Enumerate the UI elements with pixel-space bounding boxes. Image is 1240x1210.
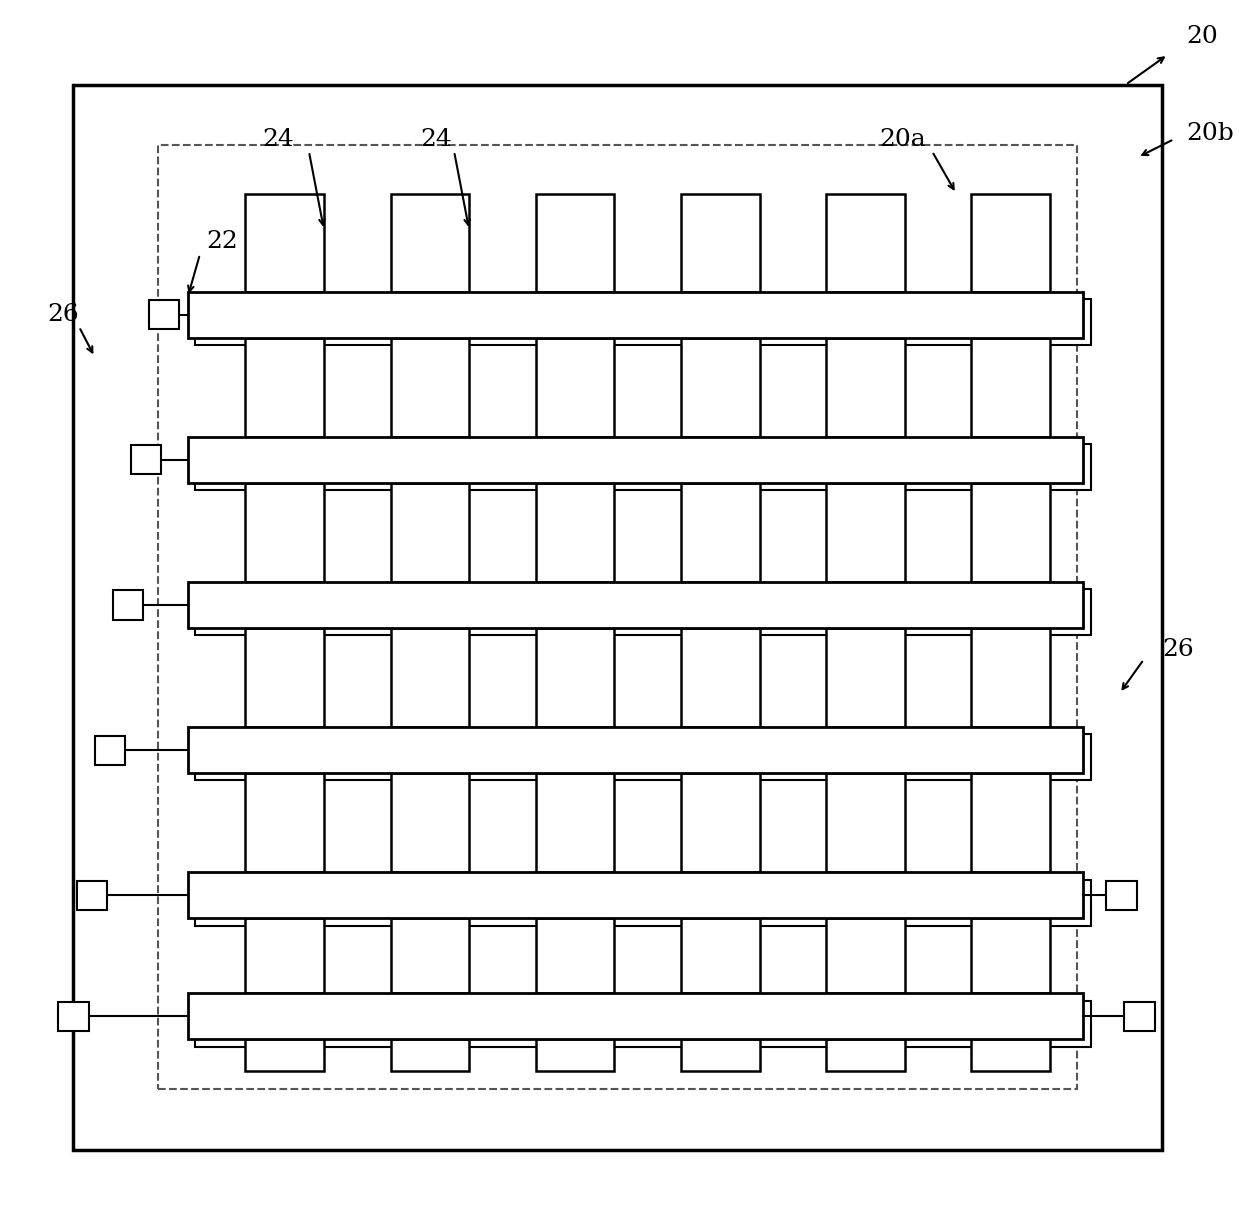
Text: 20a: 20a xyxy=(879,127,926,151)
Bar xyxy=(246,338,324,437)
Bar xyxy=(195,299,1090,345)
Bar xyxy=(826,338,905,437)
Text: 20b: 20b xyxy=(1187,121,1234,145)
Bar xyxy=(536,773,614,872)
Bar xyxy=(131,445,161,474)
Bar xyxy=(536,918,614,993)
Bar xyxy=(113,590,143,620)
Bar xyxy=(681,773,760,872)
Bar xyxy=(246,483,324,582)
Bar xyxy=(391,628,469,727)
Bar xyxy=(391,483,469,582)
Bar xyxy=(971,773,1050,872)
Bar xyxy=(971,483,1050,582)
Bar xyxy=(77,881,107,910)
Bar xyxy=(971,628,1050,727)
Bar xyxy=(681,918,760,993)
Bar xyxy=(391,918,469,993)
Bar xyxy=(1106,881,1137,910)
Bar xyxy=(188,582,1084,628)
Bar xyxy=(188,872,1084,918)
Bar xyxy=(73,85,1162,1150)
Bar xyxy=(188,292,1084,338)
Bar xyxy=(246,773,324,872)
Bar xyxy=(188,993,1084,1039)
Bar xyxy=(971,194,1050,292)
Bar xyxy=(391,338,469,437)
Text: 22: 22 xyxy=(206,230,238,254)
Text: 24: 24 xyxy=(263,127,295,151)
Bar xyxy=(1125,1002,1154,1031)
Bar xyxy=(826,483,905,582)
Bar xyxy=(246,918,324,993)
Bar xyxy=(391,1039,469,1071)
Bar xyxy=(246,194,324,292)
Text: 26: 26 xyxy=(1162,638,1194,662)
Bar xyxy=(195,444,1090,490)
Bar xyxy=(195,734,1090,780)
Bar xyxy=(188,727,1084,773)
Bar xyxy=(157,145,1078,1089)
Bar xyxy=(149,300,180,329)
Bar xyxy=(971,1039,1050,1071)
Bar xyxy=(391,773,469,872)
Text: 20: 20 xyxy=(1187,24,1218,48)
Bar xyxy=(826,773,905,872)
Bar xyxy=(94,736,125,765)
Bar xyxy=(195,589,1090,635)
Bar xyxy=(826,194,905,292)
Bar xyxy=(246,628,324,727)
Bar xyxy=(188,437,1084,483)
Bar xyxy=(536,1039,614,1071)
Bar xyxy=(195,880,1090,926)
Bar xyxy=(536,483,614,582)
Bar xyxy=(246,1039,324,1071)
Bar xyxy=(971,918,1050,993)
Text: 24: 24 xyxy=(420,127,451,151)
Bar xyxy=(681,338,760,437)
Bar xyxy=(971,338,1050,437)
Bar xyxy=(58,1002,88,1031)
Bar xyxy=(681,1039,760,1071)
Bar xyxy=(826,918,905,993)
Bar xyxy=(391,194,469,292)
Bar xyxy=(681,483,760,582)
Bar xyxy=(826,628,905,727)
Text: 26: 26 xyxy=(47,302,79,327)
Bar xyxy=(536,628,614,727)
Bar xyxy=(536,194,614,292)
Bar xyxy=(826,1039,905,1071)
Bar xyxy=(195,1001,1090,1047)
Bar xyxy=(681,628,760,727)
Bar xyxy=(536,338,614,437)
Bar xyxy=(681,194,760,292)
